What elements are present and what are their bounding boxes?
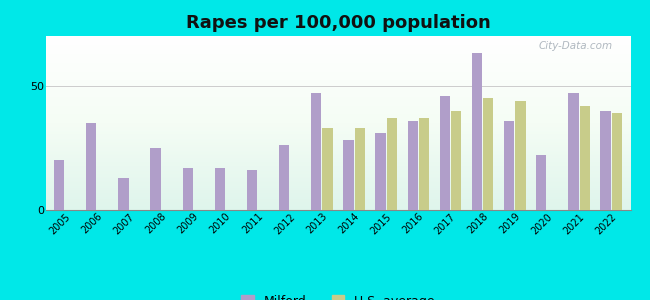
- Bar: [601, 111, 611, 210]
- Bar: [54, 160, 64, 210]
- Bar: [580, 106, 590, 210]
- Bar: [118, 178, 129, 210]
- Bar: [311, 93, 322, 210]
- Bar: [483, 98, 493, 210]
- Bar: [343, 140, 354, 210]
- Bar: [568, 93, 578, 210]
- Bar: [515, 100, 526, 210]
- Bar: [419, 118, 429, 210]
- Bar: [408, 121, 418, 210]
- Bar: [440, 96, 450, 210]
- Bar: [322, 128, 333, 210]
- Bar: [451, 111, 462, 210]
- Title: Rapes per 100,000 population: Rapes per 100,000 population: [186, 14, 490, 32]
- Bar: [247, 170, 257, 210]
- Bar: [354, 128, 365, 210]
- Bar: [214, 168, 225, 210]
- Bar: [150, 148, 161, 210]
- Legend: Milford, U.S. average: Milford, U.S. average: [241, 295, 435, 300]
- Bar: [504, 121, 514, 210]
- Bar: [472, 53, 482, 210]
- Text: City-Data.com: City-Data.com: [539, 41, 613, 51]
- Bar: [612, 113, 622, 210]
- Bar: [536, 155, 547, 210]
- Bar: [183, 168, 193, 210]
- Bar: [387, 118, 397, 210]
- Bar: [376, 133, 385, 210]
- Bar: [86, 123, 96, 210]
- Bar: [279, 146, 289, 210]
